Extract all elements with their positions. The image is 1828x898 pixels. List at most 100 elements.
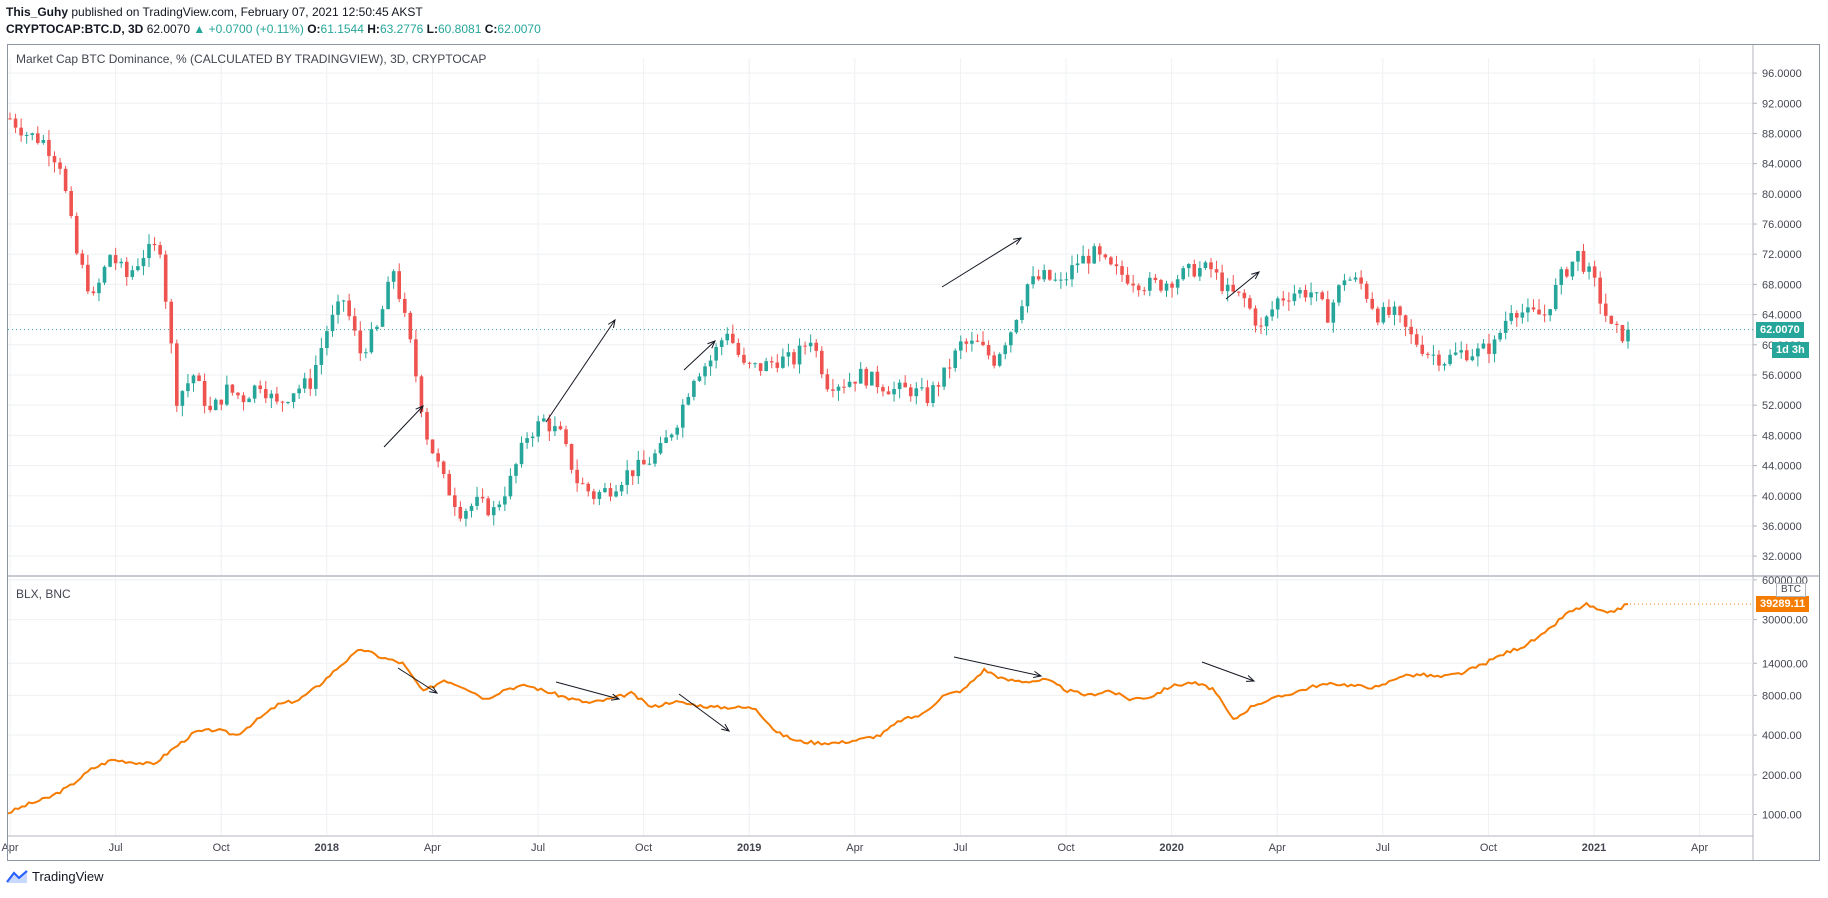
candle-body [1537,309,1541,315]
main-y-tick-label: 92.0000 [1762,98,1802,110]
candle-body [892,389,896,395]
candle-body [158,245,162,255]
candle-body [8,118,12,120]
candle-body [630,470,635,477]
candle-body [908,387,913,397]
candle-body [731,333,735,343]
candle-body [975,340,980,342]
annotation-arrow [941,237,1023,288]
candle-body [1064,279,1069,281]
candle-body [1459,350,1463,353]
candle-body [1359,277,1363,284]
time-axis[interactable]: Apr Jul Oct 2018 Apr Jul Oct 2019 Apr Jul Oct 2020 A… [1,842,1708,854]
candle-body [458,506,463,519]
candle-body [1036,276,1041,280]
candle-body [236,392,240,396]
lower-y-tick-label: 1000.00 [1762,810,1802,822]
candle-body [947,367,952,369]
candle-body [775,362,780,368]
candle-body [269,393,274,399]
candle-body [24,134,29,136]
candle-body [1498,332,1502,340]
main-y-tick-label: 84.0000 [1762,159,1802,171]
candle-body [175,343,179,406]
main-y-tick-label: 40.0000 [1762,491,1802,503]
candle-body [608,488,613,497]
candle-body [781,356,785,368]
main-y-tick-label: 64.0000 [1762,310,1802,322]
candle-body [1253,308,1258,326]
lower-y-tick-label: 30000.00 [1762,615,1808,627]
candle-body [1342,280,1347,286]
close-label: C: [484,22,498,36]
candle-body [341,300,346,302]
low-value: 60.8081 [438,22,482,36]
publish-header: This_Guhy published on TradingView.com, … [6,4,423,20]
main-y-tick-label: 56.0000 [1762,370,1802,382]
candle-body [1242,292,1247,299]
candle-body [569,444,574,470]
main-y-tick-label: 80.0000 [1762,189,1802,201]
candle-body [1092,246,1097,264]
candle-body [742,354,746,363]
main-y-tick-label: 72.0000 [1762,249,1802,261]
candle-body [402,298,407,313]
candle-body [1120,266,1124,275]
candle-body [1275,298,1280,310]
candle-body [1387,306,1391,316]
candle-body [1598,277,1602,304]
footer-brand[interactable]: TradingView [6,869,104,884]
candle-body [1542,314,1547,316]
candle-body [792,352,796,365]
annotation-arrow [683,340,716,371]
candle-body [80,253,85,265]
candle-body [1136,285,1141,291]
candle-body [664,437,668,444]
candle-body [870,371,874,386]
change-value: +0.0700 (+0.11%) [208,22,304,36]
candle-body [819,350,824,375]
main-price-axis[interactable]: 96.0000 92.0000 88.0000 84.0000 80.0000 76.00… [1753,68,1802,563]
candle-body [63,168,68,192]
candle-body [669,434,674,438]
candle-body [714,346,718,361]
candle-body [886,391,891,395]
blx-line [7,601,1629,815]
candle-body [708,360,713,367]
candle-body [692,380,696,397]
candle-body [647,463,652,465]
candle-body [1464,350,1469,361]
candle-body [1398,306,1402,316]
candle-body [847,381,852,387]
candle-body [208,405,212,411]
candle-body [753,363,757,365]
candle-body [541,418,546,422]
candle-body [1548,309,1552,316]
candle-body [330,314,335,332]
candle-body [914,388,919,397]
candle-body [1059,279,1063,281]
brand-name: TradingView [32,869,104,884]
candle-body [325,331,329,349]
candle-body [625,470,629,485]
candle-body [297,388,301,394]
candle-body [1042,270,1046,280]
candle-body [30,133,35,135]
candle-body [675,427,680,435]
candle-body [386,281,390,310]
symbol-ohlc-line: CRYPTOCAP:BTC.D, 3D 62.0070 ▲ +0.0700 (+… [6,21,541,37]
candle-body [1281,298,1286,301]
candle-body [302,378,307,389]
candle-body [1047,270,1052,280]
candle-body [441,461,446,475]
candle-body [41,140,46,143]
currency-label: BTC [1776,583,1806,597]
candle-body [475,496,479,506]
candle-body [213,399,218,411]
candle-body [1481,343,1486,349]
candle-body [186,383,190,392]
author-name[interactable]: This_Guhy [6,5,69,19]
candle-body [358,330,363,354]
candle-body [1170,283,1174,288]
